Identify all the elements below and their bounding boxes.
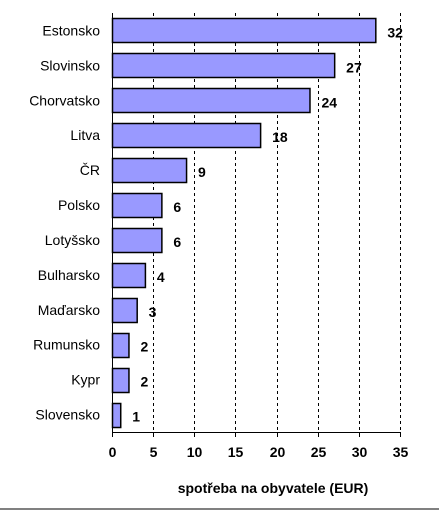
gridlines <box>153 13 401 432</box>
data-label: 2 <box>140 339 148 355</box>
category-label: Polsko <box>58 197 100 213</box>
category-label: Estonsko <box>42 22 100 38</box>
category-label: Lotyšsko <box>45 232 100 248</box>
category-label: Kypr <box>71 372 100 388</box>
bar <box>111 227 163 254</box>
category-label: Maďarsko <box>38 302 101 318</box>
category-label: Slovensko <box>35 407 100 423</box>
data-label: 6 <box>173 199 181 215</box>
bar <box>111 367 130 394</box>
bars <box>111 17 377 429</box>
x-tick-label: 10 <box>187 444 203 460</box>
data-label: 18 <box>272 129 288 145</box>
category-label: Litva <box>70 127 100 143</box>
category-label: Rumunsko <box>33 337 100 353</box>
category-label: Chorvatsko <box>29 92 100 108</box>
x-tick-label: 15 <box>228 444 244 460</box>
x-tick-label: 5 <box>150 444 158 460</box>
bar <box>111 122 262 149</box>
category-label: Bulharsko <box>38 267 100 283</box>
x-tick-label: 0 <box>109 444 117 460</box>
bar <box>111 297 138 324</box>
data-label: 2 <box>140 374 148 390</box>
bar <box>111 157 188 184</box>
axes <box>112 13 401 437</box>
bar <box>111 192 163 219</box>
data-label: 6 <box>173 234 181 250</box>
data-label: 24 <box>321 94 337 110</box>
bar <box>111 87 311 114</box>
x-axis-title: spotřeba na obyvatele (EUR) <box>178 480 369 496</box>
data-label: 27 <box>346 59 362 75</box>
bar <box>111 402 122 429</box>
data-label: 3 <box>149 304 157 320</box>
category-label: ČR <box>80 162 100 178</box>
data-label: 1 <box>132 409 140 425</box>
x-tick-label: 35 <box>393 444 409 460</box>
bar <box>111 332 130 359</box>
data-label: 4 <box>157 269 165 285</box>
bar <box>111 52 336 79</box>
data-label: 9 <box>198 164 206 180</box>
x-tick-label: 20 <box>270 444 286 460</box>
data-label: 32 <box>387 24 403 40</box>
category-label: Slovinsko <box>40 57 100 73</box>
bar <box>111 262 147 289</box>
bar <box>111 17 377 44</box>
x-tick-label: 25 <box>311 444 327 460</box>
x-tick-label: 30 <box>352 444 368 460</box>
